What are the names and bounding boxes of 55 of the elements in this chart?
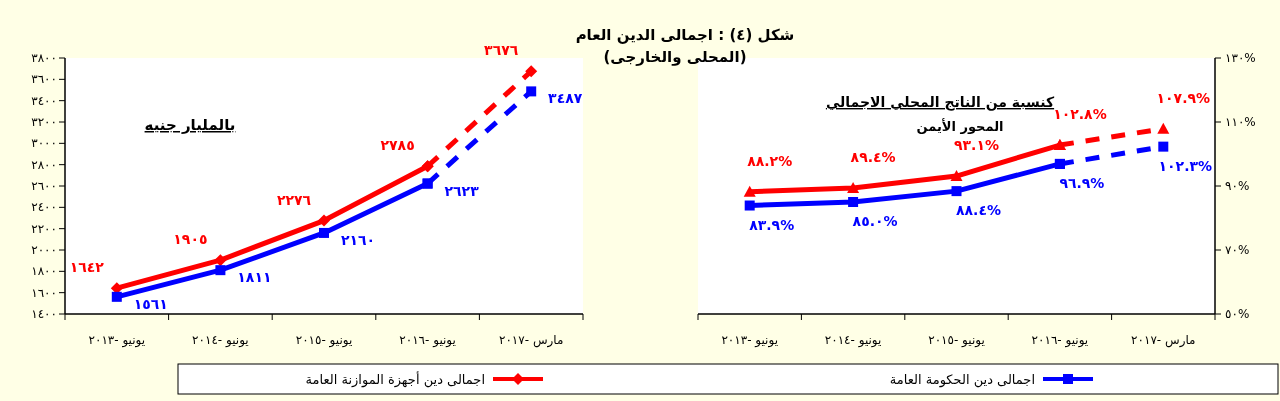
chart-title: شكل (٤) : اجمالى الدين العام: [575, 26, 795, 44]
y-tick-label: ٣٠٠٠: [31, 136, 57, 151]
y2-tick-label: ١٣٠%: [1225, 51, 1256, 65]
data-label: ٩٣.١%: [954, 137, 999, 154]
y-tick-label: ٢٠٠٠: [31, 243, 57, 257]
y-tick-label: ٣٤٠٠: [31, 93, 57, 108]
data-label: ٢٢٧٦: [276, 191, 312, 208]
data-label: ٢١٦٠: [340, 231, 376, 248]
y2-tick-label: ٩٠%: [1225, 179, 1250, 193]
legend-label: اجمالى دين أجهزة الموازنة العامة: [305, 371, 485, 388]
x-tick-label: يونيو -٢٠١٥: [928, 333, 985, 348]
data-label: ١٠٢.٨%: [1053, 106, 1107, 123]
data-label: ٢٧٨٥: [380, 137, 415, 154]
y-tick-label: ٣٨٠٠: [31, 51, 57, 65]
data-label: ٣٦٧٦: [484, 42, 519, 59]
y2-tick-label: ١١٠%: [1225, 115, 1256, 129]
x-tick-label: يونيو -٢٠١٤: [192, 333, 249, 348]
data-label: ١٥٦١: [133, 295, 168, 312]
data-label: ٩٦.٩%: [1059, 174, 1105, 191]
data-label: ٨٨.٢%: [747, 152, 793, 169]
y2-tick-label: ٧٠%: [1225, 243, 1250, 257]
y-tick-label: ٢٢٠٠: [31, 221, 57, 236]
data-label: ٨٩.٤%: [850, 148, 896, 165]
annotation: بالمليار جنيه: [144, 116, 236, 134]
x-tick-label: يونيو -٢٠١٤: [824, 333, 882, 348]
data-label: ٣٤٨٧: [548, 90, 583, 107]
x-tick-label: يونيو -٢٠١٦: [399, 333, 456, 348]
x-tick-label: يونيو -٢٠١٦: [1031, 333, 1089, 348]
y-tick-label: ١٨٠٠: [31, 264, 57, 279]
y-tick-label: ٣٦٠٠: [31, 72, 57, 87]
data-label: ٨٨.٤%: [956, 202, 1001, 219]
x-tick-label: مارس -٢٠١٧: [1131, 333, 1196, 348]
y-tick-label: ٢٤٠٠: [31, 200, 57, 215]
y-tick-label: ٣٢٠٠: [31, 115, 57, 129]
y-tick-label: ٢٨٠٠: [31, 157, 57, 172]
x-tick-label: يونيو -٢٠١٣: [88, 333, 146, 348]
annotation: المحور الأيمن: [916, 118, 1004, 134]
data-label: ٨٥.٠%: [852, 213, 898, 229]
y-tick-label: ١٦٠٠: [31, 285, 57, 300]
legend-label: اجمالى دين الحكومة العامة: [889, 372, 1035, 388]
annotation: كنسبة من الناتج المحلي الاجمالي: [825, 94, 1055, 111]
data-label: ٨٣.٩%: [749, 216, 795, 233]
data-label: ١٨١١: [237, 269, 272, 286]
data-label: ١٠٧.٩%: [1156, 89, 1211, 106]
data-label: ٢٦٢٣: [444, 182, 480, 199]
y-tick-label: ٢٦٠٠: [31, 179, 57, 193]
x-tick-label: مارس -٢٠١٧: [498, 333, 564, 348]
data-label: ١٠٢.٣%: [1158, 157, 1213, 174]
x-tick-label: يونيو -٢٠١٣: [721, 333, 779, 348]
data-label: ١٩٠٥: [173, 231, 208, 248]
data-label: ١٦٤٢: [69, 259, 105, 276]
y2-tick-label: ٥٠%: [1225, 307, 1250, 321]
chart-subtitle: (المحلى والخارجى): [603, 48, 747, 66]
x-tick-label: يونيو -٢٠١٥: [295, 333, 353, 348]
y-tick-label: ١٤٠٠: [31, 307, 57, 321]
